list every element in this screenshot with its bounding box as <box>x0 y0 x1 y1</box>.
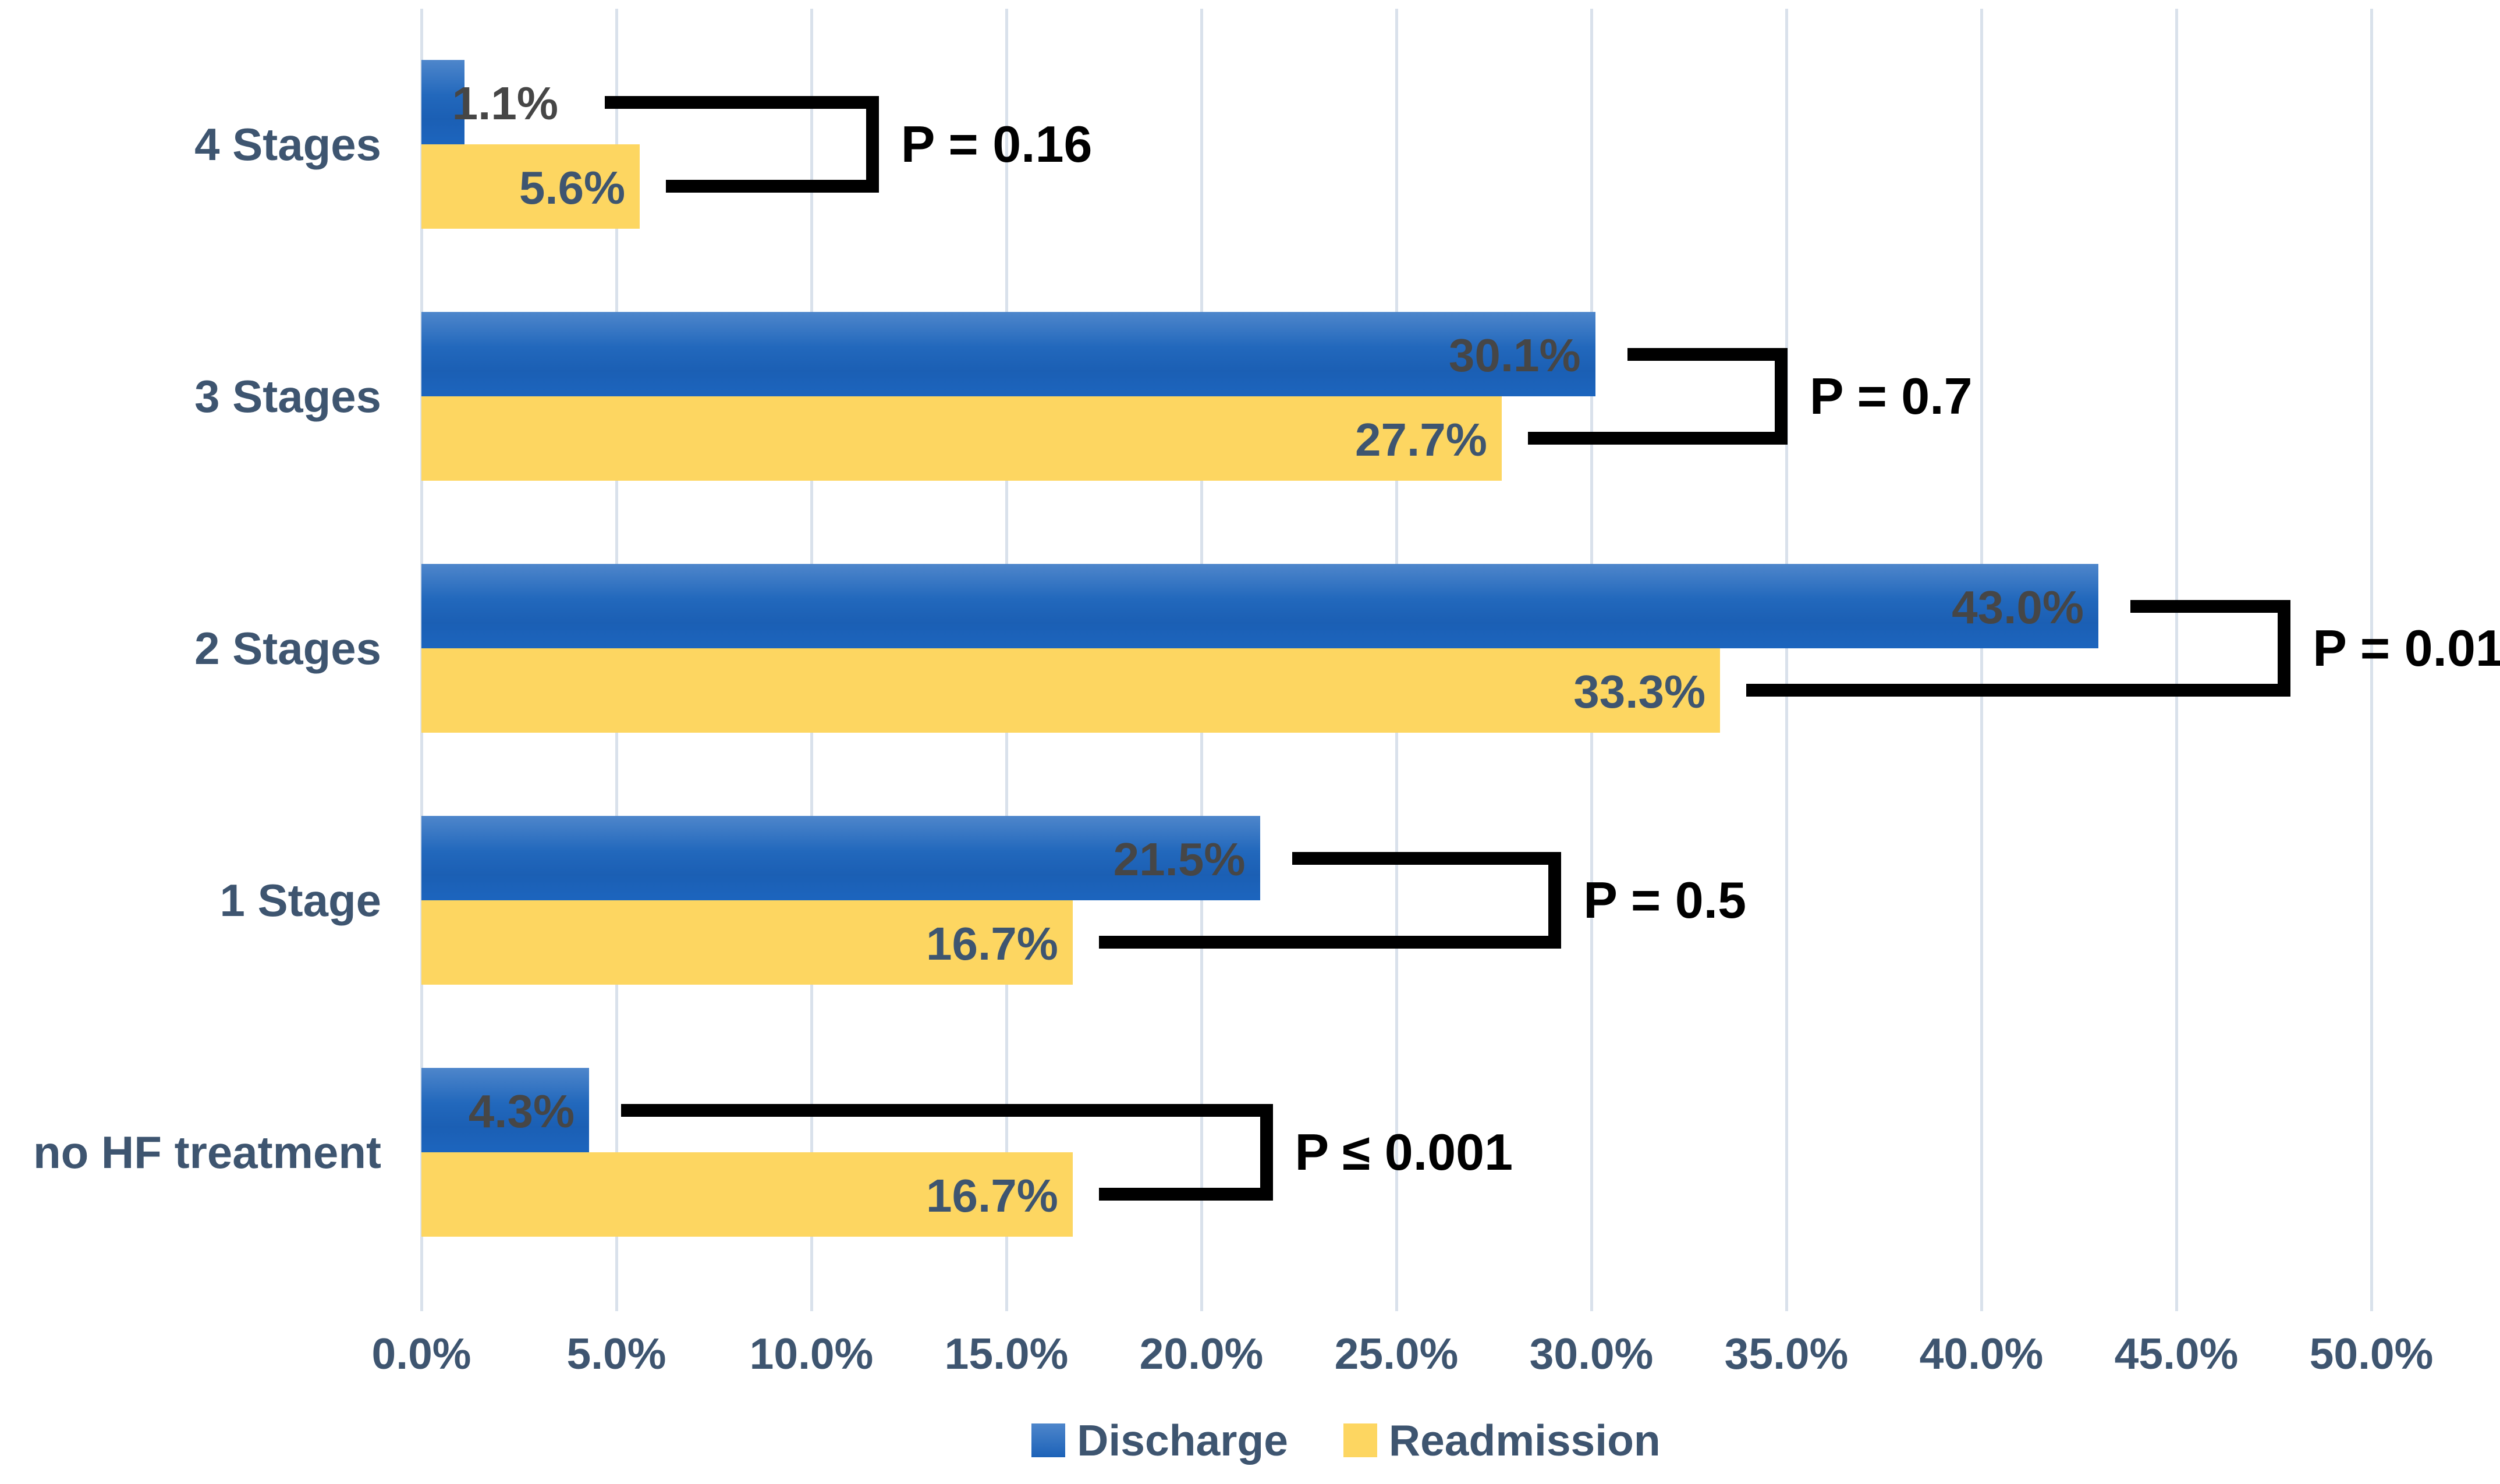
bracket-top-line <box>605 96 879 109</box>
bracket-bottom-line <box>1098 936 1562 949</box>
bar-discharge <box>421 816 1260 900</box>
bracket-top-line <box>1292 852 1562 865</box>
x-tick-label: 35.0% <box>1724 1329 1849 1378</box>
plot-area: 1.1% 5.6% P = 0.16 30.1% 27.7% P = 0.7 43.0% 33… <box>420 9 2500 1311</box>
p-value-label: P = 0.16 <box>900 115 1093 173</box>
p-value-label: P = 0.7 <box>1809 367 1973 425</box>
legend-label-discharge: Discharge <box>1077 1416 1288 1465</box>
bar-readmission <box>421 1152 1073 1237</box>
x-tick-label: 40.0% <box>1919 1329 2044 1378</box>
x-tick-label: 25.0% <box>1334 1329 1459 1378</box>
gridline <box>2370 9 2373 1311</box>
bar-readmission <box>421 396 1502 481</box>
bracket-bottom-line <box>1527 432 1788 445</box>
bar-label-discharge: 21.5% <box>1113 833 1246 885</box>
bar-readmission <box>421 900 1073 985</box>
legend-swatch-readmission-icon <box>1343 1423 1377 1457</box>
bracket-vertical-line <box>1548 852 1562 949</box>
p-value-label: P ≤ 0.001 <box>1295 1123 1513 1181</box>
bracket-bottom-line <box>1098 1188 1273 1201</box>
x-tick-label: 10.0% <box>749 1329 874 1378</box>
bracket-top-line <box>2130 600 2291 613</box>
category-label: 2 Stages <box>194 623 381 674</box>
gridline <box>1980 9 1983 1311</box>
bar-label-readmission: 33.3% <box>1573 666 1706 718</box>
bar-label-discharge: 30.1% <box>1448 329 1581 381</box>
category-label: no HF treatment <box>33 1127 381 1178</box>
legend: Discharge Readmission <box>0 1415 2500 1465</box>
category-label: 3 Stages <box>194 371 381 422</box>
bracket-bottom-line <box>666 180 879 193</box>
bar-discharge <box>421 564 2098 648</box>
bar-label-discharge: 4.3% <box>468 1085 575 1137</box>
bar-discharge <box>421 1068 590 1152</box>
p-value-label: P = 0.01 <box>2313 619 2500 677</box>
legend-item-discharge: Discharge <box>1031 1415 1288 1465</box>
p-value-label: P = 0.5 <box>1583 871 1747 929</box>
gridline <box>2175 9 2178 1311</box>
legend-swatch-discharge-icon <box>1031 1423 1066 1457</box>
bar-discharge <box>421 60 464 144</box>
category-label: 4 Stages <box>194 119 381 170</box>
x-tick-label: 5.0% <box>566 1329 666 1378</box>
bracket-bottom-line <box>1746 684 2291 697</box>
bar-label-readmission: 16.7% <box>926 918 1058 970</box>
bracket-vertical-line <box>1260 1104 1273 1201</box>
legend-label-readmission: Readmission <box>1388 1416 1661 1465</box>
bar-readmission <box>421 144 640 229</box>
bar-discharge <box>421 312 1595 396</box>
bracket-top-line <box>621 1104 1273 1117</box>
bracket-top-line <box>1627 348 1788 361</box>
bracket-vertical-line <box>2278 600 2291 697</box>
bar-label-discharge: 43.0% <box>1952 581 2084 633</box>
bar-readmission <box>421 648 1721 733</box>
x-tick-label: 15.0% <box>944 1329 1069 1378</box>
gridline <box>1785 9 1788 1311</box>
x-tick-label: 30.0% <box>1529 1329 1654 1378</box>
bar-label-readmission: 16.7% <box>926 1170 1058 1222</box>
bar-label-readmission: 5.6% <box>519 162 626 214</box>
x-tick-label: 0.0% <box>371 1329 471 1378</box>
bracket-vertical-line <box>1774 348 1788 445</box>
bar-label-readmission: 27.7% <box>1355 414 1487 466</box>
x-tick-label: 20.0% <box>1139 1329 1264 1378</box>
bracket-vertical-line <box>866 96 879 193</box>
x-tick-label: 50.0% <box>2309 1329 2434 1378</box>
category-label: 1 Stage <box>219 875 381 926</box>
x-tick-label: 45.0% <box>2114 1329 2239 1378</box>
legend-item-readmission: Readmission <box>1343 1415 1661 1465</box>
bar-label-discharge: 1.1% <box>452 77 558 129</box>
